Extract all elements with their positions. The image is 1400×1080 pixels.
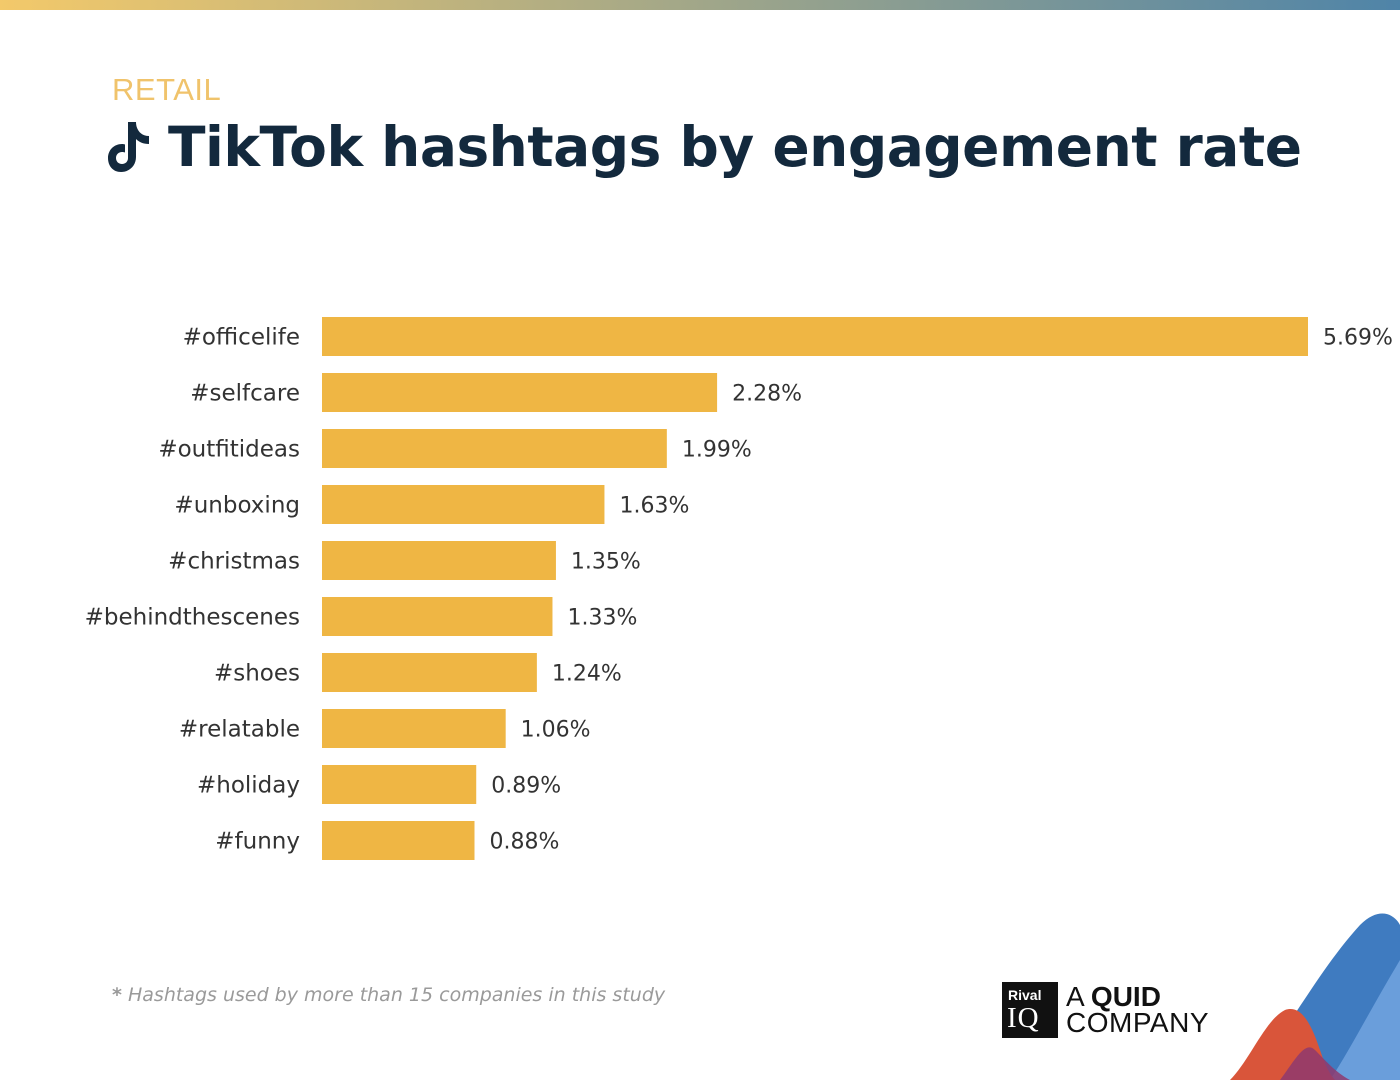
- bar-christmas: [322, 541, 556, 580]
- value-label-holiday: 0.89%: [491, 774, 561, 799]
- category-label-outfitideas: #outfitideas: [158, 437, 300, 463]
- wave-purple: [1280, 1047, 1350, 1080]
- wave-blue-light: [1330, 960, 1400, 1080]
- footnote-text: Hashtags used by more than 15 companies …: [127, 984, 666, 1006]
- value-label-shoes: 1.24%: [552, 662, 622, 687]
- footnote: * Hashtags used by more than 15 companie…: [112, 984, 665, 1006]
- bar-officelife: [322, 317, 1308, 356]
- bar-relatable: [322, 709, 506, 748]
- bar-funny: [322, 821, 475, 860]
- bar-holiday: [322, 765, 477, 804]
- bar-unboxing: [322, 485, 605, 524]
- category-label-officelife: #officelife: [183, 325, 300, 351]
- bar-outfitideas: [322, 429, 667, 468]
- logo-tagline: A QUID COMPANY: [1066, 981, 1209, 1038]
- category-label: RETAIL: [112, 72, 222, 107]
- rival-iq-logo-box: Rival IQ: [1002, 982, 1058, 1038]
- category-label-behindthescenes: #behindthescenes: [85, 605, 300, 631]
- category-label-selfcare: #selfcare: [190, 381, 300, 407]
- category-label-shoes: #shoes: [214, 661, 300, 687]
- category-label-funny: #funny: [215, 829, 300, 855]
- value-label-relatable: 1.06%: [521, 718, 591, 743]
- category-label-relatable: #relatable: [179, 717, 300, 743]
- category-label-unboxing: #unboxing: [174, 493, 300, 519]
- top-gradient-bar: [0, 0, 1400, 10]
- footnote-asterisk: *: [112, 984, 122, 1006]
- value-label-outfitideas: 1.99%: [682, 438, 752, 463]
- value-label-behindthescenes: 1.33%: [567, 606, 637, 631]
- bar-behindthescenes: [322, 597, 553, 636]
- title-row: TikTok hashtags by engagement rate: [106, 112, 1302, 182]
- tiktok-icon: [108, 122, 149, 172]
- decorative-waves: [1230, 913, 1400, 1080]
- rival-iq-logo: Rival IQ A QUID COMPANY: [1002, 982, 1209, 1038]
- logo-tagline-line1: A QUID: [1066, 981, 1209, 1012]
- logo-quid-text: QUID: [1090, 981, 1161, 1012]
- bar-selfcare: [322, 373, 718, 412]
- value-label-unboxing: 1.63%: [619, 494, 689, 519]
- bar-shoes: [322, 653, 537, 692]
- category-label-christmas: #christmas: [168, 549, 300, 575]
- logo-rival-text: Rival: [1008, 987, 1042, 1003]
- value-label-christmas: 1.35%: [571, 550, 641, 575]
- value-label-funny: 0.88%: [489, 830, 559, 855]
- logo-iq-text: IQ: [1007, 1002, 1040, 1034]
- page-title: TikTok hashtags by engagement rate: [168, 115, 1302, 179]
- value-label-selfcare: 2.28%: [732, 382, 802, 407]
- category-label-holiday: #holiday: [197, 773, 300, 799]
- logo-company-text: COMPANY: [1066, 1007, 1209, 1038]
- logo-a-text: A: [1066, 981, 1084, 1012]
- value-label-officelife: 5.69%: [1323, 326, 1393, 351]
